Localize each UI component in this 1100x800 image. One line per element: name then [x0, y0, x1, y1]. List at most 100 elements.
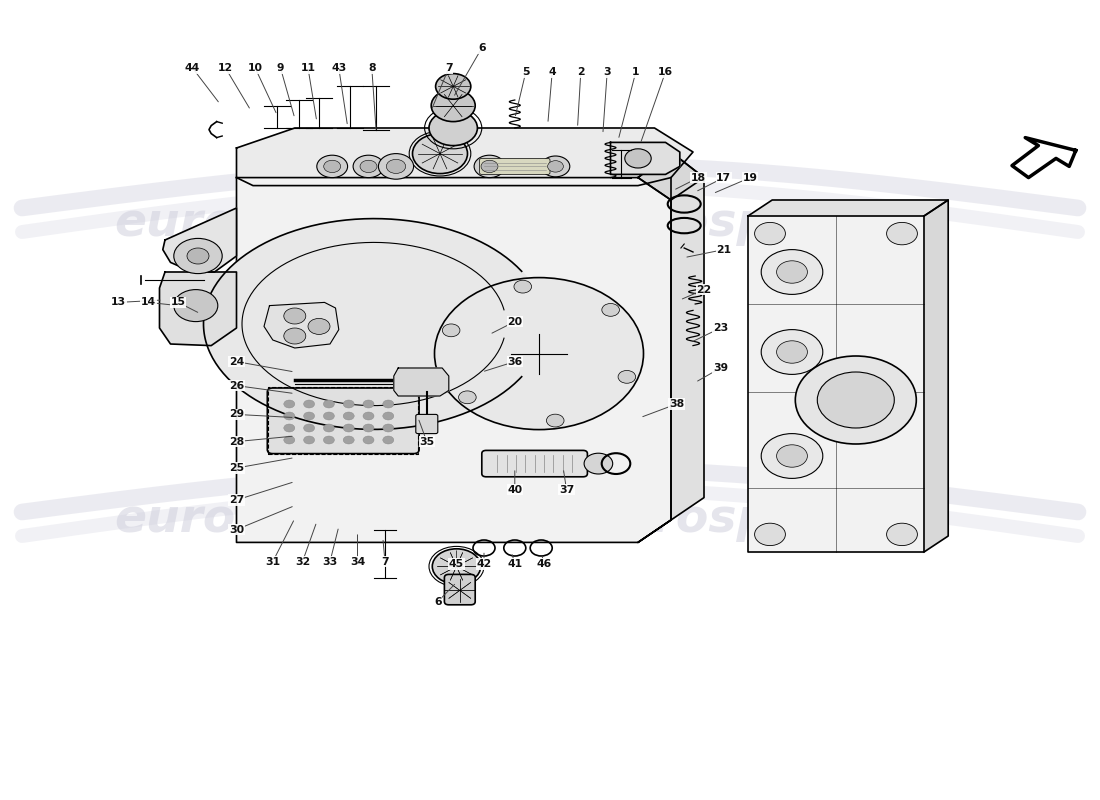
Circle shape [343, 424, 354, 432]
Polygon shape [160, 272, 236, 346]
Polygon shape [264, 302, 339, 348]
Circle shape [284, 308, 306, 324]
Circle shape [442, 324, 460, 337]
Circle shape [378, 154, 414, 179]
Circle shape [431, 90, 475, 122]
FancyBboxPatch shape [480, 158, 550, 174]
Circle shape [383, 436, 394, 444]
Circle shape [363, 400, 374, 408]
Circle shape [317, 155, 348, 178]
Text: 24: 24 [229, 357, 244, 366]
Text: 16: 16 [658, 67, 673, 77]
Polygon shape [163, 208, 236, 272]
Circle shape [363, 412, 374, 420]
Circle shape [343, 400, 354, 408]
Text: 6: 6 [478, 43, 485, 53]
Text: eurospares: eurospares [114, 202, 414, 246]
Circle shape [343, 436, 354, 444]
Circle shape [777, 261, 807, 283]
Text: 30: 30 [229, 525, 244, 534]
Circle shape [777, 341, 807, 363]
Circle shape [323, 412, 334, 420]
Text: 39: 39 [713, 363, 728, 373]
Circle shape [795, 356, 916, 444]
Text: 35: 35 [419, 437, 435, 446]
Text: 1: 1 [632, 67, 639, 77]
Circle shape [284, 412, 295, 420]
Polygon shape [236, 178, 671, 542]
Circle shape [887, 222, 917, 245]
Polygon shape [1012, 138, 1076, 178]
Circle shape [777, 445, 807, 467]
Circle shape [755, 523, 785, 546]
Circle shape [187, 248, 209, 264]
Text: 40: 40 [507, 485, 522, 494]
Polygon shape [638, 152, 704, 542]
Circle shape [761, 434, 823, 478]
Circle shape [383, 412, 394, 420]
FancyBboxPatch shape [482, 450, 587, 477]
Circle shape [363, 424, 374, 432]
Text: 46: 46 [537, 559, 552, 569]
Text: 41: 41 [507, 559, 522, 569]
Circle shape [412, 134, 468, 174]
Text: 14: 14 [141, 298, 156, 307]
Text: 3: 3 [604, 67, 611, 77]
Text: 22: 22 [696, 285, 712, 294]
Text: eurospares: eurospares [114, 498, 414, 542]
Circle shape [284, 400, 295, 408]
Circle shape [386, 159, 406, 174]
Text: 23: 23 [713, 323, 728, 333]
Circle shape [887, 523, 917, 546]
Text: 28: 28 [229, 437, 244, 446]
Circle shape [625, 149, 651, 168]
Circle shape [618, 370, 636, 383]
Polygon shape [748, 200, 948, 216]
Circle shape [284, 328, 306, 344]
Text: 20: 20 [507, 317, 522, 326]
Text: 11: 11 [300, 63, 316, 73]
Circle shape [541, 156, 570, 177]
Circle shape [429, 110, 477, 146]
Circle shape [343, 412, 354, 420]
Text: 34: 34 [350, 557, 365, 566]
Circle shape [548, 161, 563, 172]
Polygon shape [394, 368, 449, 396]
FancyBboxPatch shape [267, 388, 419, 454]
Circle shape [304, 424, 315, 432]
Text: eurospares: eurospares [587, 498, 887, 542]
Text: 38: 38 [669, 399, 684, 409]
Text: 36: 36 [507, 357, 522, 366]
Circle shape [383, 400, 394, 408]
Circle shape [304, 400, 315, 408]
Text: eurospares: eurospares [587, 202, 887, 246]
Text: 45: 45 [449, 559, 464, 569]
Text: 31: 31 [265, 557, 280, 566]
Text: 18: 18 [691, 173, 706, 182]
Text: 26: 26 [229, 381, 244, 390]
Text: 2: 2 [578, 67, 584, 77]
Circle shape [434, 278, 644, 430]
Text: 13: 13 [111, 298, 126, 307]
Text: 33: 33 [322, 557, 338, 566]
Text: 12: 12 [218, 63, 233, 73]
Text: 37: 37 [559, 485, 574, 494]
Text: 8: 8 [368, 63, 375, 73]
Circle shape [436, 74, 471, 99]
Circle shape [481, 160, 498, 173]
Circle shape [353, 155, 384, 178]
Circle shape [304, 412, 315, 420]
Circle shape [174, 238, 222, 274]
Text: 15: 15 [170, 298, 186, 307]
Circle shape [547, 414, 564, 427]
Text: 44: 44 [185, 63, 200, 73]
Text: 5: 5 [522, 67, 529, 77]
Polygon shape [236, 128, 693, 186]
Circle shape [761, 250, 823, 294]
Text: 19: 19 [742, 173, 758, 182]
Circle shape [360, 160, 377, 173]
Text: 10: 10 [248, 63, 263, 73]
Circle shape [602, 303, 619, 316]
Circle shape [514, 280, 531, 293]
Circle shape [323, 160, 341, 173]
